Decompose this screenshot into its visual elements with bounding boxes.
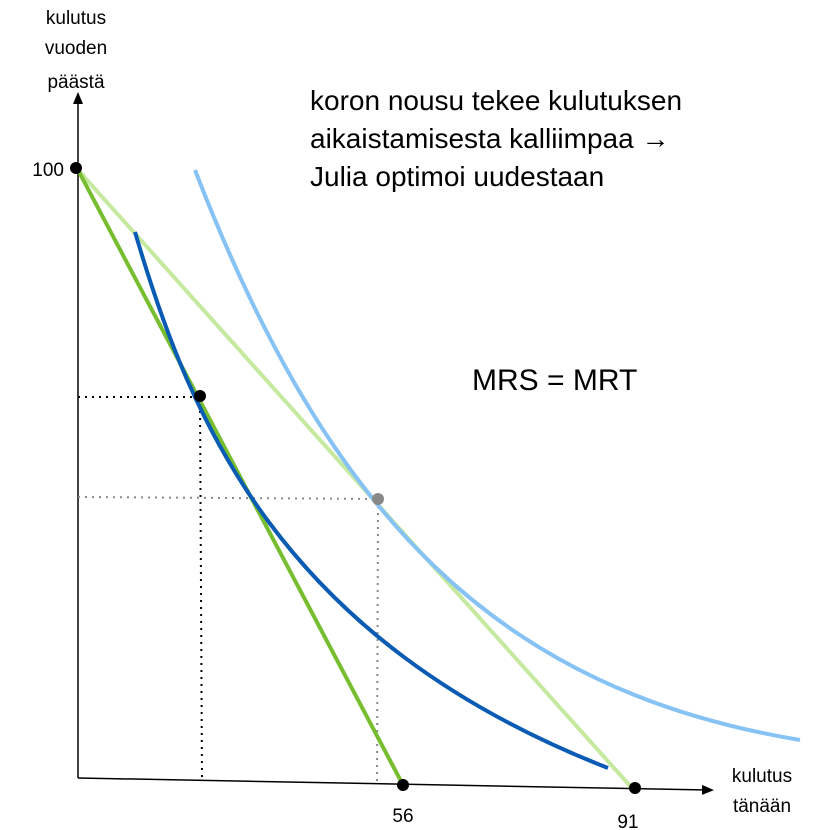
old-budget-line [76,168,634,790]
annotation: Julia optimoi uudestaan [310,161,604,192]
axis-label: tänään [733,796,791,817]
old-indifference-curve [193,169,801,742]
axis-label: kulutus [732,766,792,787]
axis-label: päästä [47,72,104,93]
annotation: aikaistamisesta kalliimpaa → [310,123,669,154]
guide-line [77,496,379,500]
guide-line [199,396,203,783]
x-axis [77,777,714,795]
annotation: koron nousu tekee kulutuksen [310,85,682,116]
point [194,390,206,402]
tick-label: 91 [617,812,638,830]
point [629,782,641,794]
axis-label: vuoden [45,38,107,59]
point [397,779,409,791]
axis-label: kulutus [46,8,106,29]
condition: MRS = MRT [472,364,637,397]
tick-label: 100 [32,160,64,181]
tick-label: 56 [392,806,413,827]
point [372,493,384,505]
new-indifference-curve [133,231,609,770]
point [70,162,82,174]
